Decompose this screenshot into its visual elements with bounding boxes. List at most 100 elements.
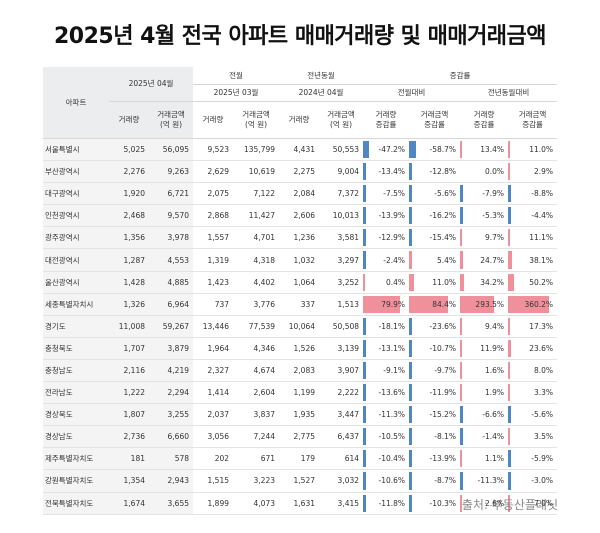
value-cell: 1,319 <box>193 248 234 272</box>
table-row: 광주광역시 1,356 3,978 1,557 4,701 1,236 3,581 -12.9… <box>43 226 558 250</box>
rate-value: 9.7% <box>484 233 505 243</box>
table-row: 세종특별자치시 1,326 6,964 737 3,776 337 1,513 79.9% 84… <box>43 293 558 316</box>
rate-value: -13.4% <box>378 167 406 177</box>
rate-value: -8.1% <box>434 432 457 442</box>
rate-cell: 1.1% <box>460 447 509 471</box>
table-row: 강원특별자치도 1,354 2,943 1,515 3,223 1,527 3,032 -10… <box>43 469 558 493</box>
increase-bar <box>363 273 366 291</box>
rate-cell: -3.0% <box>508 469 558 493</box>
value-cell: 1,236 <box>279 226 320 250</box>
increase-bar <box>508 384 511 402</box>
rate-value: -12.9% <box>378 233 406 243</box>
value-cell: 3,032 <box>319 469 364 493</box>
decrease-bar <box>508 450 512 468</box>
region-name: 세종특별자치시 <box>43 293 109 316</box>
rate-value: 7.0% <box>533 498 554 508</box>
rate-value: -11.3% <box>378 410 406 420</box>
rate-cell: -11.3% <box>460 469 509 493</box>
header-amt-prev-year: 거래금액 (억 원) <box>319 101 364 139</box>
increase-bar <box>508 494 511 512</box>
value-cell: 1,674 <box>109 492 149 515</box>
increase-bar <box>508 295 550 313</box>
rate-value: 5.4% <box>436 255 457 265</box>
table-row: 경상북도 1,807 3,255 2,037 3,837 1,935 3,447 -11.3%… <box>43 403 558 427</box>
decrease-bar <box>363 450 367 468</box>
value-cell: 1,935 <box>279 403 320 427</box>
rate-value: -11.8% <box>378 498 406 508</box>
header-amt-rate-yoy: 거래금액 증감률 <box>508 101 558 139</box>
rate-value: 1.1% <box>484 454 505 464</box>
value-cell: 135,799 <box>233 138 280 162</box>
rate-cell: -15.2% <box>409 403 461 427</box>
rate-value: 2.6% <box>484 498 505 508</box>
rate-value: 34.2% <box>480 277 505 287</box>
value-cell: 7,122 <box>233 182 280 206</box>
rate-cell: -6.6% <box>460 403 509 427</box>
rate-cell: 9.4% <box>460 315 509 338</box>
value-cell: 56,095 <box>149 138 194 162</box>
value-cell: 9,004 <box>319 160 364 184</box>
table-row: 충청남도 2,116 4,219 2,327 4,674 2,083 3,907 -9.1% -… <box>43 359 558 383</box>
rate-cell: 0.4% <box>363 271 410 294</box>
rate-cell: -13.9% <box>409 447 461 471</box>
rate-value: -10.3% <box>429 498 457 508</box>
value-cell: 2,222 <box>319 381 364 405</box>
value-cell: 2,468 <box>109 204 149 228</box>
increase-bar <box>409 251 412 269</box>
decrease-bar <box>363 361 367 380</box>
rate-cell: -7.9% <box>460 182 509 206</box>
value-cell: 1,515 <box>193 469 234 493</box>
value-cell: 59,267 <box>149 315 194 338</box>
value-cell: 4,885 <box>149 271 194 294</box>
increase-bar <box>460 450 463 468</box>
value-cell: 2,037 <box>193 403 234 427</box>
value-cell: 77,539 <box>233 315 280 338</box>
rate-value: 3.3% <box>533 388 554 398</box>
rate-cell: 5.4% <box>409 248 461 272</box>
rate-cell: -8.7% <box>409 469 461 493</box>
rate-cell: -10.4% <box>363 447 410 471</box>
region-name: 경기도 <box>43 315 109 338</box>
value-cell: 9,523 <box>193 138 234 162</box>
value-cell: 337 <box>279 293 320 316</box>
rate-value: 0.0% <box>484 167 505 177</box>
decrease-bar <box>460 472 464 490</box>
apartment-trade-table: 아파트 2025년 04월 전월 전년동월 증감률 2025년 03월 2024… <box>43 67 558 515</box>
rate-cell: -10.7% <box>409 337 461 360</box>
rate-cell: 293.5% <box>460 293 509 316</box>
increase-bar <box>508 251 513 269</box>
increase-bar <box>460 339 463 357</box>
header-vol-current: 거래량 <box>109 101 149 139</box>
rate-cell: -12.8% <box>409 160 461 184</box>
rate-cell: 13.4% <box>460 138 509 162</box>
value-cell: 2,294 <box>149 381 194 405</box>
decrease-bar <box>363 406 367 424</box>
increase-bar <box>508 317 511 335</box>
rate-value: 23.6% <box>529 343 554 353</box>
header-amt-prev-month: 거래금액 (억 원) <box>233 101 280 139</box>
region-name: 대전광역시 <box>43 248 109 272</box>
increase-bar <box>460 317 463 335</box>
source-note: 출처: 부동산플래닛 <box>461 498 558 512</box>
rate-value: 3.5% <box>533 432 554 442</box>
value-cell: 1,631 <box>279 492 320 515</box>
header-vol-prev-month: 거래량 <box>193 101 234 139</box>
rate-value: 8.0% <box>533 365 554 375</box>
rate-value: -12.8% <box>429 167 457 177</box>
rate-cell: -13.4% <box>363 160 410 184</box>
decrease-bar <box>363 317 367 335</box>
rate-value: -15.2% <box>429 410 457 420</box>
value-cell: 9,570 <box>149 204 194 228</box>
decrease-bar <box>409 207 413 225</box>
increase-bar <box>460 273 464 291</box>
region-name: 충청북도 <box>43 337 109 360</box>
value-cell: 11,008 <box>109 315 149 338</box>
value-cell: 3,776 <box>233 293 280 316</box>
value-cell: 1,807 <box>109 403 149 427</box>
decrease-bar <box>508 207 512 225</box>
value-cell: 6,721 <box>149 182 194 206</box>
value-cell: 6,964 <box>149 293 194 316</box>
rate-value: -6.6% <box>482 410 505 420</box>
value-cell: 3,447 <box>319 403 364 427</box>
value-cell: 3,415 <box>319 492 364 515</box>
